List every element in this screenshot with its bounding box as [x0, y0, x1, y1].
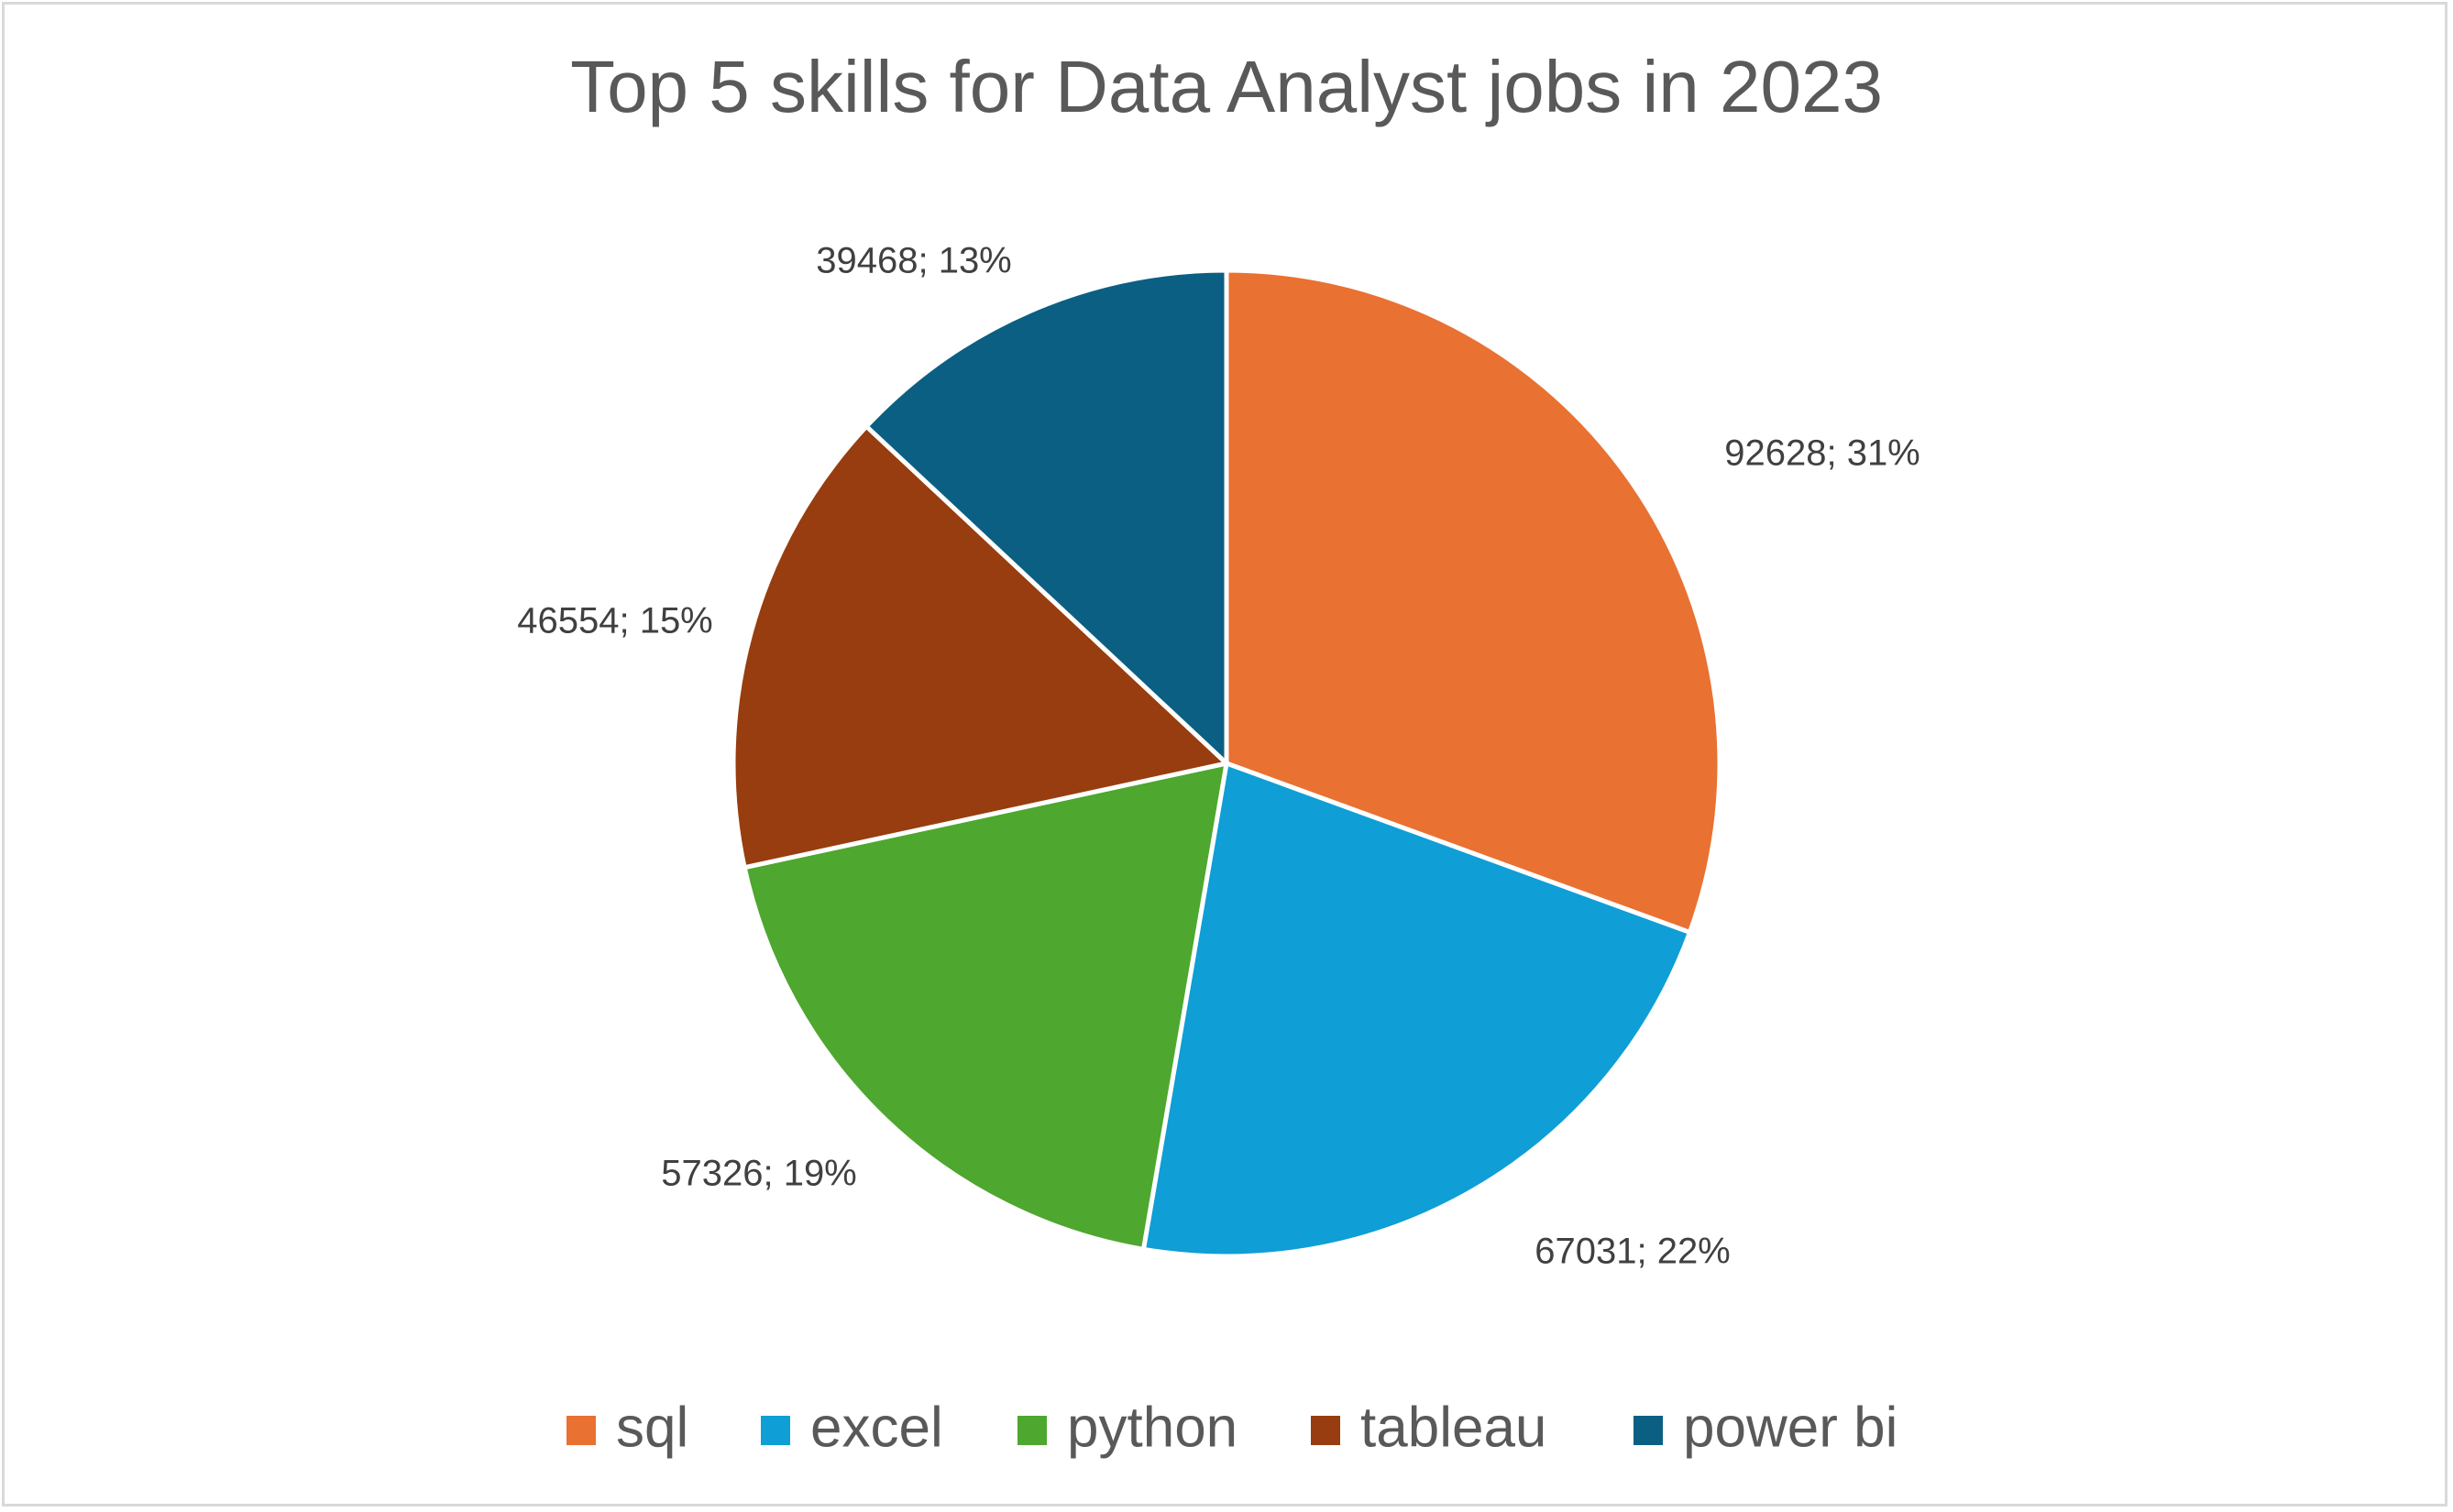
legend-swatch: [1311, 1416, 1340, 1445]
data-label-power-bi: 39468; 13%: [816, 241, 1012, 281]
pie-slice-python: [742, 761, 1229, 1252]
legend-item-tableau: tableau: [1311, 1396, 1546, 1459]
chart-title: Top 5 skills for Data Analyst jobs in 20…: [570, 46, 1883, 127]
legend-swatch: [566, 1416, 596, 1445]
legend: sql excel python tableau power bi: [566, 1396, 1898, 1459]
legend-label: excel: [810, 1396, 943, 1459]
legend-swatch: [761, 1416, 790, 1445]
data-label-tableau: 46554; 15%: [517, 601, 713, 641]
pie-slice-sql: [1224, 268, 1722, 935]
legend-item-python: python: [1018, 1396, 1238, 1459]
legend-swatch: [1634, 1416, 1663, 1445]
pie-slice-excel: [1140, 761, 1692, 1259]
data-label-python: 57326; 19%: [661, 1154, 857, 1194]
legend-item-power-bi: power bi: [1634, 1396, 1898, 1459]
legend-label: tableau: [1360, 1396, 1546, 1459]
legend-label: python: [1067, 1396, 1238, 1459]
pie-slice-power-bi: [864, 268, 1229, 766]
data-label-sql: 92628; 31%: [1724, 433, 1920, 474]
legend-swatch: [1018, 1416, 1047, 1445]
legend-label: sql: [616, 1396, 688, 1459]
legend-item-excel: excel: [761, 1396, 943, 1459]
data-label-excel: 67031; 22%: [1534, 1232, 1731, 1272]
legend-label: power bi: [1683, 1396, 1898, 1459]
legend-item-sql: sql: [566, 1396, 688, 1459]
pie-slices: [731, 268, 1722, 1259]
data-labels: 92628; 31% 67031; 22% 57326; 19% 46554; 15%…: [517, 241, 1920, 1272]
pie-slice-tableau: [731, 423, 1229, 871]
